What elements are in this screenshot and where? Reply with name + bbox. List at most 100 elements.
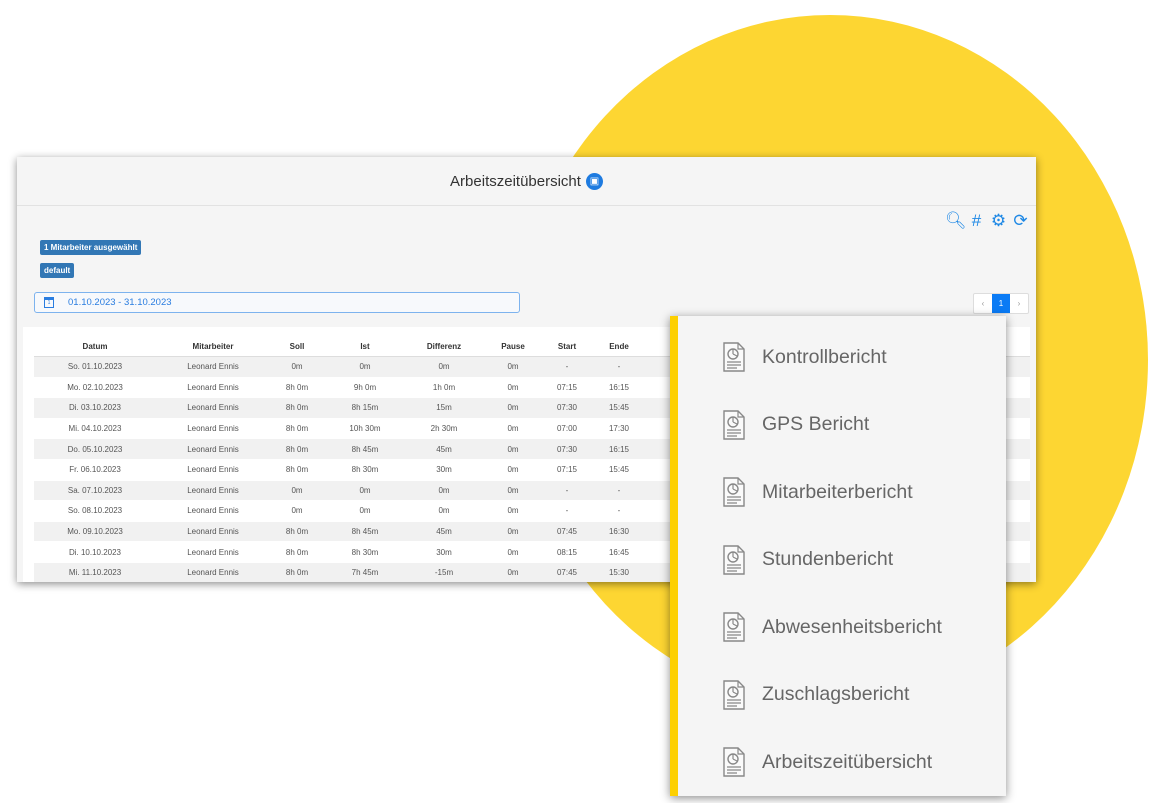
report-document-icon [723, 477, 745, 507]
prev-page-button[interactable]: ‹ [981, 299, 985, 308]
table-cell: Di. 10.10.2023 [34, 541, 156, 563]
table-cell: 0m [482, 377, 544, 399]
table-cell: - [590, 356, 648, 378]
menu-item-abwesenheitsbericht[interactable]: Abwesenheitsbericht [723, 607, 942, 647]
hash-icon[interactable]: # [971, 211, 982, 230]
gear-icon[interactable]: ⚙ [990, 211, 1007, 230]
table-cell: 0m [482, 500, 544, 522]
window-title-bar: Arbeitszeitübersicht ▣ [17, 157, 1036, 206]
table-cell: Leonard Ennis [156, 541, 270, 563]
table-cell: - [544, 356, 590, 378]
column-header[interactable]: Ist [324, 337, 406, 357]
table-cell: 8h 0m [270, 562, 324, 582]
employees-selected-badge[interactable]: 1 Mitarbeiter ausgewählt [40, 240, 142, 255]
table-cell: 0m [482, 521, 544, 543]
table-cell: Fr. 06.10.2023 [34, 459, 156, 481]
table-cell: 0m [270, 356, 324, 378]
table-cell: Leonard Ennis [156, 521, 270, 543]
column-header[interactable]: Soll [270, 337, 324, 357]
menu-item-label: Zuschlagsbericht [762, 683, 910, 705]
table-cell: So. 08.10.2023 [34, 500, 156, 522]
menu-item-label: Arbeitszeitübersicht [762, 750, 933, 773]
table-cell: Leonard Ennis [156, 459, 270, 481]
report-document-icon [723, 612, 745, 642]
table-cell: 0m [482, 356, 544, 378]
table-cell: Di. 03.10.2023 [34, 397, 156, 419]
menu-item-label: Stundenbericht [762, 548, 894, 570]
menu-item-mitarbeiterbericht[interactable]: Mitarbeiterbericht [723, 472, 913, 512]
column-header[interactable]: Mitarbeiter [156, 337, 270, 357]
table-cell: 07:00 [544, 418, 590, 440]
table-cell: 15:45 [590, 459, 648, 481]
column-header[interactable]: Datum [34, 337, 156, 357]
table-cell: 7h 45m [324, 562, 406, 582]
table-cell: 1h 0m [406, 377, 482, 399]
column-header[interactable]: Start [544, 337, 590, 357]
table-cell: 8h 15m [324, 397, 406, 419]
table-cell: Leonard Ennis [156, 418, 270, 440]
table-cell: Leonard Ennis [156, 377, 270, 399]
table-cell: 8h 30m [324, 541, 406, 563]
search-icon[interactable]: 🔍︎ [945, 211, 967, 230]
date-range-input[interactable]: 1 01.10.2023 - 31.10.2023 [34, 292, 520, 313]
menu-item-kontrollbericht[interactable]: Kontrollbericht [723, 337, 887, 377]
table-cell: -15m [406, 562, 482, 582]
menu-item-gps-bericht[interactable]: GPS Bericht [723, 405, 869, 445]
table-cell: Sa. 07.10.2023 [34, 480, 156, 502]
page-title: Arbeitszeitübersicht [450, 172, 581, 190]
table-cell: 07:15 [544, 459, 590, 481]
table-cell: 2h 30m [406, 418, 482, 440]
table-cell: 45m [406, 521, 482, 543]
table-cell: 30m [406, 541, 482, 563]
table-cell: 15m [406, 397, 482, 419]
table-cell: 08:15 [544, 541, 590, 563]
table-cell: Leonard Ennis [156, 500, 270, 522]
table-cell: - [544, 500, 590, 522]
report-document-icon [723, 747, 745, 777]
table-cell: 0m [482, 418, 544, 440]
report-document-icon [723, 679, 745, 710]
table-cell: Do. 05.10.2023 [34, 438, 156, 460]
table-cell: 0m [482, 562, 544, 582]
table-cell: 10h 30m [324, 418, 406, 440]
next-page-button[interactable]: › [1017, 299, 1021, 308]
column-header[interactable]: Pause [482, 337, 544, 357]
report-document-icon [723, 409, 745, 440]
table-cell: 8h 0m [270, 541, 324, 563]
table-cell: 15:45 [590, 397, 648, 419]
table-cell: 0m [482, 397, 544, 419]
page-1-button[interactable]: 1 [992, 294, 1010, 313]
reports-menu: Kontrollbericht GPS Bericht Mitarbeiterber… [670, 316, 1006, 796]
table-cell: 16:30 [590, 521, 648, 543]
table-cell: 07:15 [544, 377, 590, 399]
table-cell: 8h 0m [270, 521, 324, 543]
table-cell: 16:45 [590, 541, 648, 563]
refresh-icon[interactable]: ⟳ [1013, 211, 1028, 230]
table-cell: 8h 0m [270, 438, 324, 460]
monitor-info-icon[interactable]: ▣ [585, 172, 603, 190]
table-cell: 0m [482, 541, 544, 563]
column-header[interactable]: Ende [590, 337, 648, 357]
table-cell: 0m [406, 500, 482, 522]
table-cell: Leonard Ennis [156, 480, 270, 502]
table-cell: 8h 0m [270, 377, 324, 399]
menu-item-stundenbericht[interactable]: Stundenbericht [723, 540, 893, 580]
table-cell: 07:30 [544, 397, 590, 419]
table-cell: 0m [406, 356, 482, 378]
pagination: ‹ 1 › [973, 293, 1029, 314]
table-cell: 8h 0m [270, 459, 324, 481]
menu-item-arbeitszeitübersicht[interactable]: Arbeitszeitübersicht [723, 742, 932, 782]
toolbar: 🔍︎ # ⚙ ⟳ [945, 211, 1030, 231]
table-cell: 0m [270, 480, 324, 502]
menu-item-zuschlagsbericht[interactable]: Zuschlagsbericht [723, 675, 909, 715]
table-cell: Mi. 04.10.2023 [34, 418, 156, 440]
column-header[interactable]: Differenz [406, 337, 482, 357]
table-cell: Mi. 11.10.2023 [34, 562, 156, 582]
table-cell: 16:15 [590, 377, 648, 399]
table-cell: 0m [324, 500, 406, 522]
table-cell: 0m [324, 480, 406, 502]
table-cell: 8h 45m [324, 438, 406, 460]
table-cell: 07:45 [544, 562, 590, 582]
profile-badge[interactable]: default [40, 263, 75, 278]
table-cell: 07:45 [544, 521, 590, 543]
